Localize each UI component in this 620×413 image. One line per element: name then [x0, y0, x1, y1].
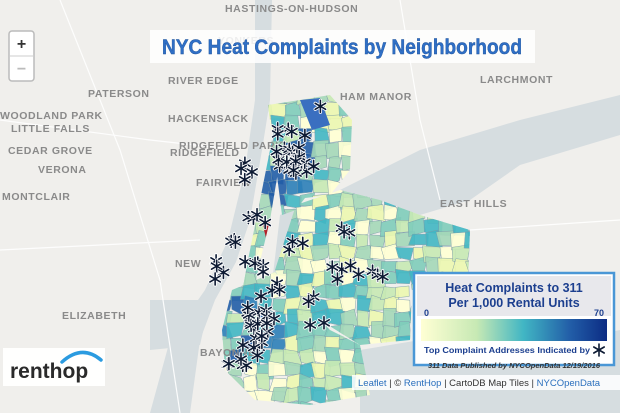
place-label: VERONA: [38, 164, 87, 176]
neighborhood: [296, 178, 317, 194]
logo-text: renthop: [10, 360, 88, 383]
neighborhood: [255, 372, 270, 391]
neighborhood: [297, 401, 314, 405]
zoom-out[interactable]: −: [17, 61, 26, 78]
neighborhood: [296, 219, 317, 233]
scale-min: 0: [424, 308, 429, 318]
link-nycopendata[interactable]: NYCOpenData: [537, 378, 601, 389]
place-label: ELIZABETH: [62, 310, 126, 322]
neighborhood: [243, 374, 258, 392]
legend-source: 311 Data Published by NYCOpenData 12/19/…: [428, 361, 601, 370]
zoom-control: + −: [8, 30, 35, 82]
link-leaflet[interactable]: Leaflet: [358, 378, 387, 389]
place-label: PATERSON: [88, 88, 150, 100]
place-label: NEW: [175, 258, 201, 270]
neighborhood: [270, 400, 289, 405]
attribution-text: Leaflet | © RentHop | CartoDB Map Tiles …: [358, 378, 601, 389]
legend-title: Per 1,000 Rental Units: [448, 296, 579, 310]
place-label: LARCHMONT: [480, 74, 553, 86]
zoom-in[interactable]: +: [17, 36, 26, 53]
attribution: Leaflet | © RentHop | CartoDB Map Tiles …: [352, 375, 620, 390]
scale-max: 70: [594, 308, 604, 318]
tiles: | CartoDB Map Tiles |: [444, 378, 534, 389]
link-renthop[interactable]: RentHop: [404, 378, 442, 389]
color-scale: [421, 319, 607, 341]
title-box: NYC Heat Complaints by Neighborhood: [150, 30, 535, 63]
place-label: EAST HILLS: [440, 198, 507, 210]
place-labels: HASTINGS-ON-HUDSONYONKERSPATERSONRIVER E…: [0, 3, 553, 359]
neighborhood: [327, 166, 343, 184]
place-label: WOODLAND PARK: [0, 110, 103, 122]
place-label: MONTCLAIR: [2, 191, 70, 203]
map-title: NYC Heat Complaints by Neighborhood: [162, 36, 522, 59]
neighborhood: [394, 285, 410, 299]
legend-title: Heat Complaints to 311: [445, 281, 583, 295]
place-label: HAM MANOR: [340, 91, 412, 103]
legend: Heat Complaints to 311 Per 1,000 Rental …: [412, 271, 616, 370]
place-label: RIVER EDGE: [168, 75, 239, 87]
legend-note: Top Complaint Addresses Indicated by: [424, 345, 590, 355]
place-label: RIDGEFIELD PARK: [179, 140, 283, 152]
neighborhood: [328, 128, 342, 144]
neighborhood: [295, 204, 316, 221]
place-label: FAIRVIEW: [196, 177, 251, 189]
place-label: LITTLE FALLS: [11, 123, 90, 135]
neighborhood: [463, 229, 470, 249]
logo: renthop: [3, 348, 105, 386]
place-label: HACKENSACK: [168, 113, 249, 125]
neighborhood: [395, 268, 414, 284]
sep: | ©: [389, 378, 401, 389]
neighborhood: [395, 247, 414, 261]
neighborhood: [352, 219, 371, 238]
neighborhood: [310, 244, 332, 263]
neighborhood: [356, 309, 370, 329]
place-label: CEDAR GROVE: [8, 145, 93, 157]
neighborhood: [366, 204, 386, 222]
place-label: HASTINGS-ON-HUDSON: [225, 3, 358, 15]
place-label: RIDGEFIELD: [170, 147, 240, 159]
